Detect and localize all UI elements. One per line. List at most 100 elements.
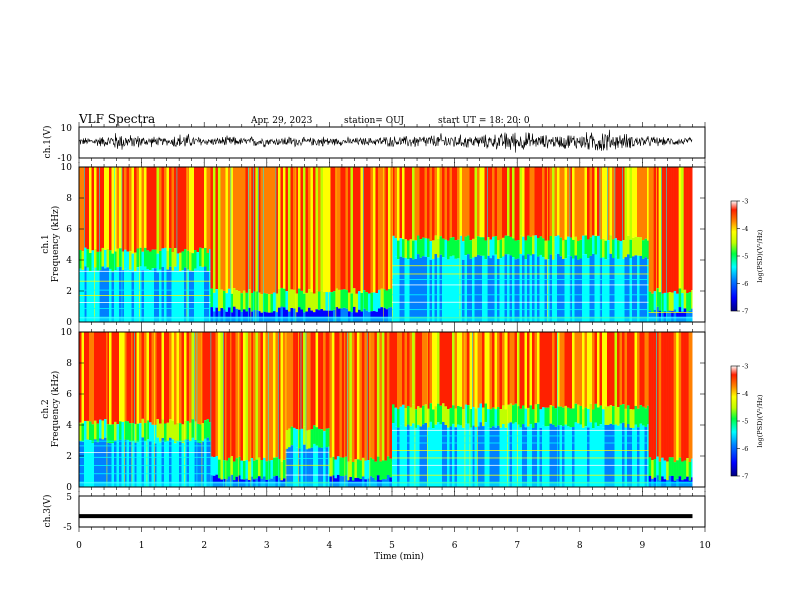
- spec-cell: [624, 408, 628, 428]
- spec-band-line: [79, 294, 211, 296]
- spec-cell: [336, 456, 340, 475]
- spec-cell: [437, 422, 440, 487]
- spec-cell: [176, 423, 180, 442]
- spec-cell: [144, 266, 147, 322]
- spec-cell: [318, 428, 321, 448]
- spec-cell: [648, 332, 652, 458]
- spec-cell: [351, 332, 355, 462]
- spec-cell: [484, 403, 488, 423]
- spec-cell: [141, 332, 145, 419]
- spec-cell: [547, 407, 550, 427]
- spec-cell: [507, 423, 510, 487]
- time-tick-label: 6: [452, 541, 458, 551]
- spec-cell: [379, 461, 383, 481]
- spec-cell: [492, 255, 495, 322]
- spec-cell: [604, 406, 608, 425]
- ch1-waveform-trace: [79, 129, 693, 153]
- spec-cell: [375, 167, 379, 294]
- spec-cell: [390, 307, 394, 322]
- spec-streak: [382, 167, 384, 322]
- spec-cell: [109, 424, 112, 444]
- spec-band-line: [392, 450, 649, 451]
- spec-cell: [349, 332, 353, 459]
- spec-cell: [300, 332, 304, 429]
- spec-cell: [651, 332, 654, 461]
- spec-cell: [517, 332, 520, 407]
- spec-streak: [427, 332, 428, 487]
- spec-cell: [614, 238, 618, 257]
- spec-cell: [417, 167, 420, 236]
- spec-cell: [220, 289, 224, 309]
- spec-cell: [394, 238, 398, 257]
- spec-cell: [377, 167, 381, 290]
- spec-cell: [609, 405, 613, 424]
- spec-cell: [257, 167, 261, 293]
- spec-cell: [176, 441, 180, 487]
- spec-cell: [310, 291, 314, 311]
- spec-cell: [504, 167, 508, 236]
- spec-cell: [452, 237, 455, 256]
- spec-cell: [136, 267, 140, 322]
- spec-cell: [454, 408, 458, 428]
- spec-cell: [429, 332, 433, 404]
- spec-streak: [622, 167, 623, 322]
- spec-cell: [482, 237, 485, 256]
- spec-cell: [174, 443, 177, 487]
- spec-cell: [204, 420, 207, 439]
- spec-band-line: [392, 457, 649, 459]
- spec-cell: [469, 409, 473, 428]
- spec-cell: [427, 257, 430, 322]
- spec-cell: [96, 167, 100, 252]
- spec-cell: [554, 167, 558, 237]
- spec-cell: [419, 332, 423, 408]
- spec-cell: [683, 332, 687, 461]
- spec-cell: [295, 447, 299, 487]
- spec-cell: [532, 427, 535, 487]
- spec-cell: [562, 332, 565, 408]
- spec-cell: [201, 266, 205, 322]
- spec-cell: [472, 257, 475, 322]
- spec-cell: [509, 332, 513, 404]
- spec-cell: [547, 259, 550, 322]
- spec-cell: [432, 409, 435, 429]
- spec-cell: [552, 424, 555, 487]
- spec-cell: [250, 293, 254, 312]
- spec-cell: [477, 236, 480, 255]
- spec-cell: [529, 332, 533, 406]
- spec-cell: [522, 167, 525, 237]
- spec-cell: [298, 448, 301, 487]
- spec-cell: [317, 167, 321, 292]
- spec-cell: [114, 332, 117, 422]
- spec-cell: [300, 428, 304, 448]
- spec-cell: [432, 167, 435, 241]
- spec-cell: [594, 254, 598, 322]
- colorbar-tick-label: -3: [742, 198, 748, 206]
- spec-streak: [154, 332, 155, 487]
- spec-cell: [497, 258, 500, 322]
- spec-cell: [101, 266, 105, 322]
- spec-cell: [242, 167, 246, 291]
- spec-cell: [584, 407, 588, 427]
- spec-cell: [417, 332, 420, 407]
- spec-cell: [156, 167, 160, 254]
- spec-cell: [104, 437, 107, 487]
- spec-cell: [381, 332, 385, 461]
- spec-streak: [267, 332, 269, 487]
- spec-cell: [592, 332, 595, 410]
- spec-cell: [220, 167, 224, 290]
- spec-cell: [199, 266, 202, 322]
- spec-cell: [642, 425, 645, 487]
- spec-cell: [422, 256, 425, 322]
- spec-cell: [184, 439, 187, 487]
- spec-cell: [429, 421, 433, 487]
- spec-cell: [524, 332, 528, 409]
- spec-streak: [666, 167, 667, 322]
- spec-cell: [312, 167, 316, 294]
- spec-cell: [449, 407, 453, 427]
- ch1-ytick-top: 10: [61, 124, 73, 134]
- spec-cell: [688, 332, 692, 463]
- spec-streak: [656, 167, 657, 322]
- spec-cell: [527, 235, 530, 255]
- spec-cell: [392, 332, 395, 405]
- spec-cell: [524, 427, 528, 487]
